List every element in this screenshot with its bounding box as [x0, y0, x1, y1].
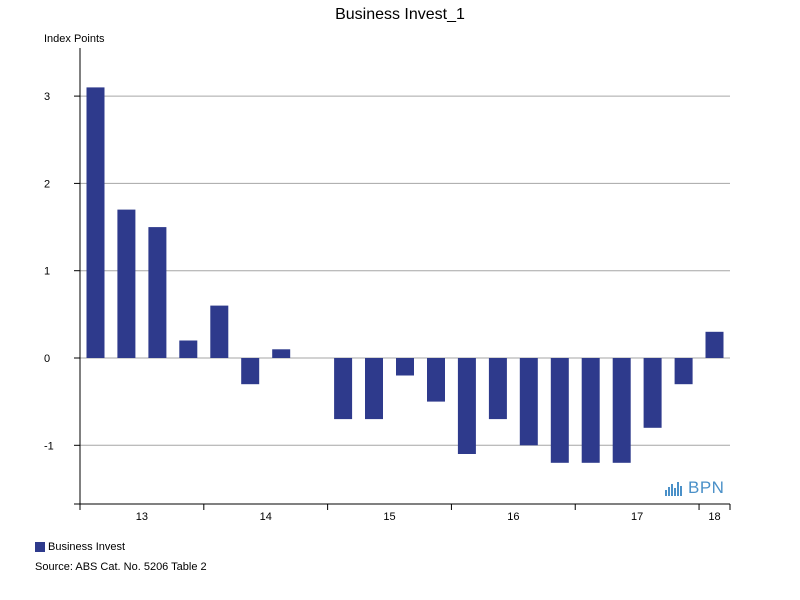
bar: [550, 358, 569, 463]
y-tick-label: 3: [44, 91, 50, 103]
bpn-logo-text: BPN: [688, 478, 725, 497]
bpn-logo-icon: [665, 482, 682, 496]
bar: [86, 87, 105, 359]
bar: [643, 358, 662, 428]
bar: [241, 358, 260, 385]
bar: [148, 227, 167, 358]
y-tick-label: 0: [44, 353, 50, 365]
bar: [427, 358, 445, 402]
bar: [179, 340, 198, 358]
legend-swatch: [35, 542, 45, 552]
bpn-logo: BPN: [664, 479, 724, 496]
bar: [705, 331, 724, 358]
bar: [612, 358, 631, 463]
legend: Business Invest: [35, 541, 125, 553]
x-tick-label: 15: [383, 511, 395, 523]
bar: [488, 358, 507, 420]
x-tick-label: 16: [507, 511, 519, 523]
bar: [581, 358, 600, 463]
y-axis-label: Index Points: [44, 33, 105, 45]
y-tick-label: -1: [44, 440, 54, 452]
x-tick-label: 13: [136, 511, 148, 523]
x-tick-label: 14: [260, 511, 272, 523]
source-note: Source: ABS Cat. No. 5206 Table 2: [35, 561, 207, 573]
bar: [457, 358, 476, 454]
x-tick-label: 17: [631, 511, 643, 523]
y-tick-label: 2: [44, 178, 50, 190]
legend-label: Business Invest: [48, 541, 126, 553]
bar: [365, 358, 383, 420]
bar: [519, 358, 538, 446]
x-tick-label: 18: [708, 511, 720, 523]
bar: [272, 349, 291, 358]
bar: [396, 358, 414, 376]
bar: [334, 358, 353, 420]
bar: [117, 209, 136, 358]
bar: [674, 358, 693, 385]
y-tick-label: 1: [44, 266, 50, 278]
bar: [210, 305, 229, 358]
chart-title: Business Invest_1: [335, 6, 465, 23]
